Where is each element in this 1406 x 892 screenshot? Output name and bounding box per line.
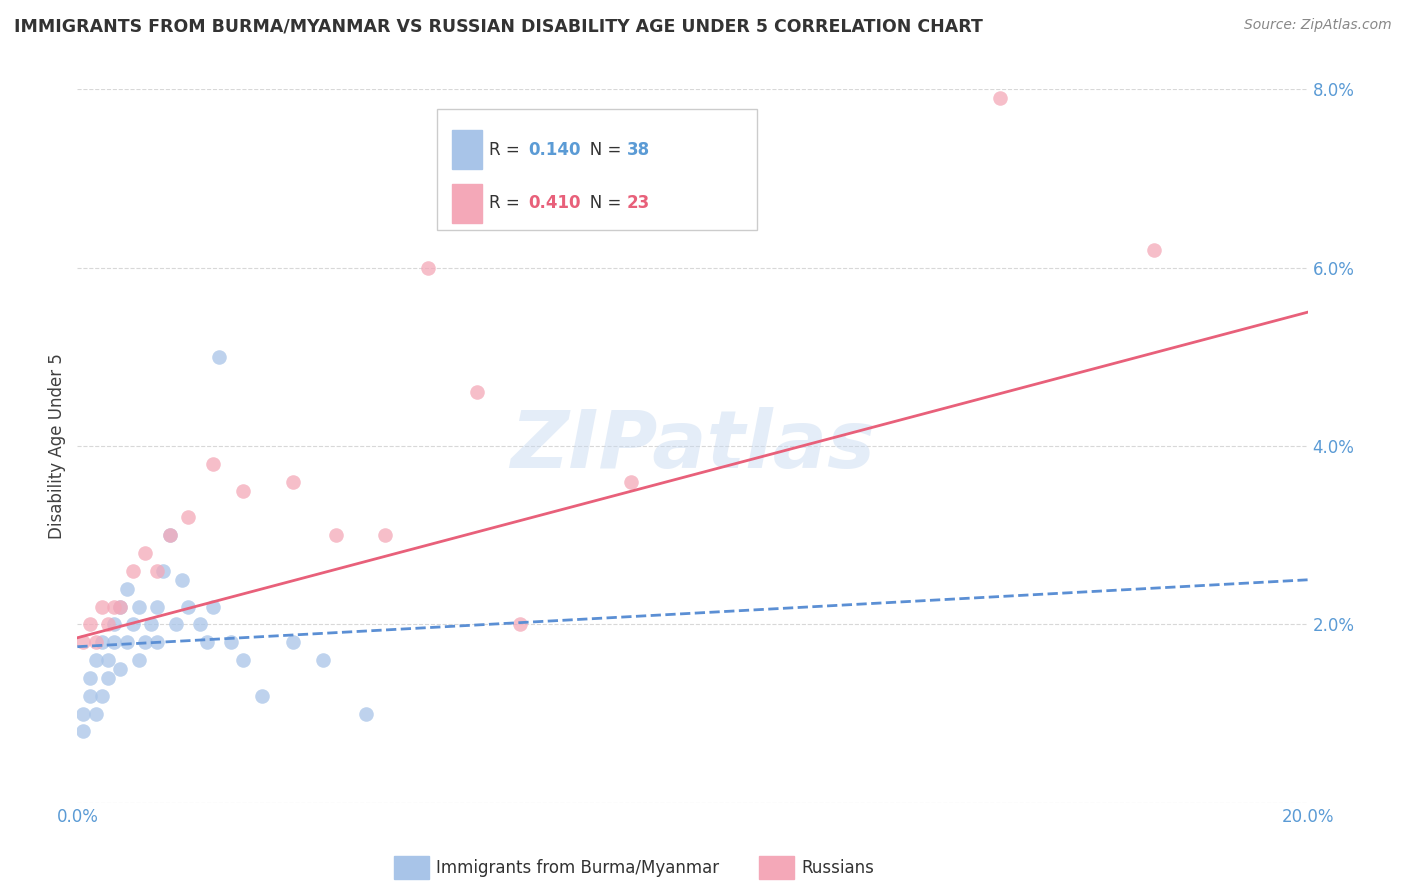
Text: Immigrants from Burma/Myanmar: Immigrants from Burma/Myanmar [436, 859, 718, 877]
Point [103, 635, 125, 649]
Point [103, 599, 125, 614]
Point [103, 617, 125, 632]
Point [79, 671, 101, 685]
Point [281, 475, 304, 489]
Point [201, 457, 224, 471]
Point [134, 635, 156, 649]
Point [134, 546, 156, 560]
Point [84, 653, 107, 667]
Point [195, 635, 218, 649]
Text: 0.410: 0.410 [529, 194, 581, 212]
Point [97, 617, 120, 632]
Point [152, 564, 174, 578]
Point [208, 350, 231, 364]
Point [356, 706, 378, 721]
Text: R =: R = [489, 194, 526, 212]
Point [465, 385, 488, 400]
Point [232, 483, 254, 498]
Point [141, 617, 163, 632]
Point [84, 635, 107, 649]
Point [121, 564, 143, 578]
Point [201, 599, 224, 614]
Point [97, 653, 120, 667]
Point [72, 635, 94, 649]
Point [121, 617, 143, 632]
Point [509, 617, 531, 632]
Point [281, 635, 304, 649]
Point [988, 91, 1011, 105]
Text: R =: R = [489, 141, 526, 159]
Point [79, 689, 101, 703]
Point [159, 528, 181, 542]
Point [90, 599, 114, 614]
Text: Source: ZipAtlas.com: Source: ZipAtlas.com [1244, 18, 1392, 32]
Point [97, 671, 120, 685]
Point [170, 573, 193, 587]
Point [177, 599, 200, 614]
Text: Russians: Russians [801, 859, 875, 877]
Text: N =: N = [574, 141, 626, 159]
Text: 38: 38 [627, 141, 650, 159]
Point [312, 653, 335, 667]
Point [128, 599, 150, 614]
Point [84, 706, 107, 721]
Point [110, 662, 132, 676]
Point [416, 260, 439, 275]
Point [72, 724, 94, 739]
Point [110, 599, 132, 614]
Point [115, 582, 138, 596]
Point [79, 617, 101, 632]
Text: N =: N = [574, 194, 626, 212]
Point [232, 653, 254, 667]
Text: IMMIGRANTS FROM BURMA/MYANMAR VS RUSSIAN DISABILITY AGE UNDER 5 CORRELATION CHAR: IMMIGRANTS FROM BURMA/MYANMAR VS RUSSIAN… [14, 18, 983, 36]
Point [90, 635, 114, 649]
Point [115, 635, 138, 649]
Text: 23: 23 [627, 194, 651, 212]
Point [146, 564, 169, 578]
Point [219, 635, 242, 649]
Point [165, 617, 187, 632]
Point [374, 528, 396, 542]
Point [90, 689, 114, 703]
Point [1143, 243, 1166, 257]
Point [250, 689, 273, 703]
Y-axis label: Disability Age Under 5: Disability Age Under 5 [48, 353, 66, 539]
Point [177, 510, 200, 524]
Point [146, 635, 169, 649]
Point [188, 617, 212, 632]
Point [620, 475, 643, 489]
Point [110, 599, 132, 614]
Point [128, 653, 150, 667]
Point [325, 528, 347, 542]
Point [72, 706, 94, 721]
Text: 0.140: 0.140 [529, 141, 581, 159]
Point [159, 528, 181, 542]
Text: ZIPatlas: ZIPatlas [510, 407, 875, 485]
Point [146, 599, 169, 614]
